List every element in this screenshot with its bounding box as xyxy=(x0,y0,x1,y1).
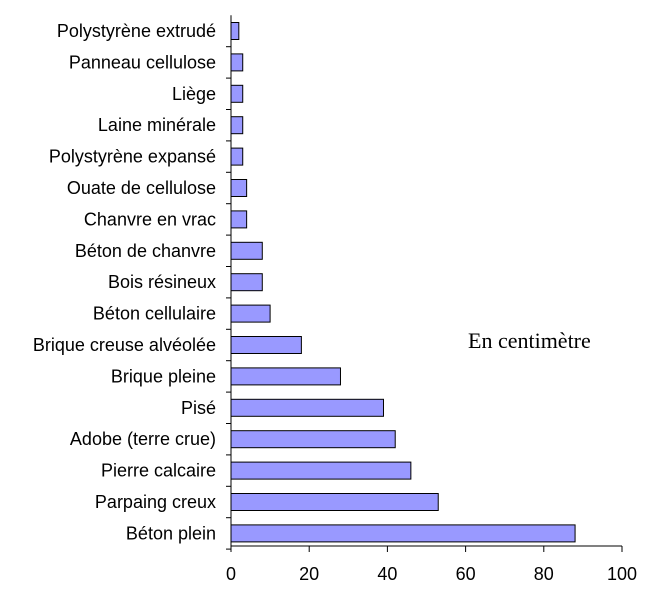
category-label: Brique pleine xyxy=(111,366,216,386)
x-tick-label: 100 xyxy=(607,564,637,584)
bar xyxy=(230,84,244,103)
bar xyxy=(230,367,341,386)
category-label: Béton plein xyxy=(126,523,216,543)
category-label: Béton cellulaire xyxy=(93,304,216,324)
bar xyxy=(230,398,384,417)
bar xyxy=(230,304,271,323)
bar xyxy=(230,116,244,135)
category-label: Pierre calcaire xyxy=(101,461,216,481)
x-tick-label: 40 xyxy=(377,564,397,584)
x-tick-label: 60 xyxy=(456,564,476,584)
x-tick-label: 20 xyxy=(299,564,319,584)
category-label: Brique creuse alvéolée xyxy=(33,335,216,355)
bar xyxy=(230,273,263,292)
bar xyxy=(230,524,576,543)
category-label: Parpaing creux xyxy=(95,492,216,512)
bar xyxy=(230,22,240,40)
bar xyxy=(230,430,396,449)
category-label: Béton de chanvre xyxy=(75,241,216,261)
bar xyxy=(230,179,248,197)
axes-group xyxy=(226,15,622,550)
bar xyxy=(230,461,412,480)
x-tick-label: 0 xyxy=(226,564,236,584)
category-label: Adobe (terre crue) xyxy=(70,429,216,449)
category-label: Pisé xyxy=(181,398,216,418)
bar xyxy=(230,53,244,72)
bar xyxy=(230,147,244,166)
bar xyxy=(230,210,248,229)
x-tick-label: 80 xyxy=(534,564,554,584)
x-ticks-group: 0 20 40 60 80 100 xyxy=(226,546,637,584)
unit-annotation: En centimètre xyxy=(468,328,591,353)
category-label: Bois résineux xyxy=(108,272,216,292)
bar xyxy=(230,493,439,511)
category-label: Polystyrène expansé xyxy=(49,147,216,167)
bar xyxy=(230,336,302,354)
bars-group xyxy=(230,22,576,543)
category-label: Liège xyxy=(172,84,216,104)
category-label: Panneau cellulose xyxy=(69,52,216,72)
bar xyxy=(230,241,263,260)
category-label: Laine minérale xyxy=(98,115,216,135)
category-label: Polystyrène extrudé xyxy=(57,21,216,41)
category-label: Chanvre en vrac xyxy=(84,209,216,229)
category-label: Ouate de cellulose xyxy=(67,178,216,198)
category-labels-group: Polystyrène extrudé Panneau cellulose Lièg… xyxy=(33,21,216,543)
